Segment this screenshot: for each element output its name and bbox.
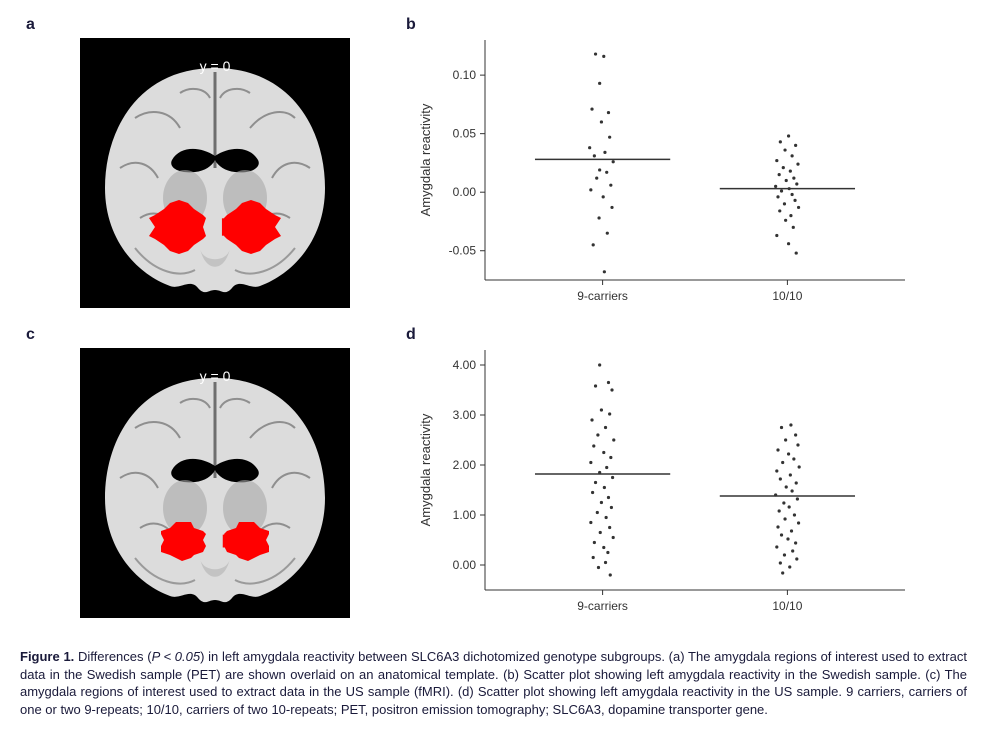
svg-text:Amygdala reactivity: Amygdala reactivity — [418, 103, 433, 216]
slice-label-c: y = 0 — [80, 368, 350, 384]
scatter-svg-b: -0.05 0.00 0.05 0.10 9-carriers 10/10 Amygdala… — [400, 20, 920, 320]
svg-text:2.00: 2.00 — [453, 458, 477, 472]
panel-d: d 0.001.002.003.004.009-carriers10/10Amy… — [400, 330, 920, 630]
brain-image-c: y = 0 — [80, 348, 350, 618]
svg-text:1.00: 1.00 — [453, 508, 477, 522]
svg-text:-0.05: -0.05 — [449, 244, 477, 258]
svg-text:0.05: 0.05 — [453, 127, 477, 141]
slice-label-a: y = 0 — [80, 58, 350, 74]
panel-a-label: a — [26, 16, 35, 34]
scatter-svg-d: 0.00 1.00 2.00 3.00 4.00 9-carriers 10/10 Amygd… — [400, 330, 920, 630]
caption-pval: P < 0.05 — [152, 649, 201, 664]
figure-1: a y = 0 b -0.050.000.050.109-carriers10/… — [20, 20, 967, 718]
svg-text:0.00: 0.00 — [453, 185, 477, 199]
svg-text:Amygdala reactivity: Amygdala reactivity — [418, 413, 433, 526]
panel-c-label: c — [26, 326, 35, 344]
svg-text:4.00: 4.00 — [453, 358, 477, 372]
svg-text:3.00: 3.00 — [453, 408, 477, 422]
row-ab: a y = 0 b -0.050.000.050.109-carriers10/… — [20, 20, 967, 320]
panel-a: a y = 0 — [20, 20, 400, 320]
svg-text:0.00: 0.00 — [453, 558, 477, 572]
caption-body-start: Differences ( — [78, 649, 152, 664]
panel-b: b -0.050.000.050.109-carriers10/10Amygda… — [400, 20, 920, 320]
panel-b-label: b — [406, 16, 416, 34]
svg-text:9-carriers: 9-carriers — [577, 599, 628, 613]
figure-caption: Figure 1. Differences (P < 0.05) in left… — [20, 648, 967, 718]
caption-lead: Figure 1. — [20, 649, 74, 664]
brain-image-a: y = 0 — [80, 38, 350, 308]
panel-c: c y = 0 — [20, 330, 400, 630]
svg-text:10/10: 10/10 — [772, 599, 802, 613]
panel-d-label: d — [406, 326, 416, 344]
svg-text:10/10: 10/10 — [772, 289, 802, 303]
brain-svg-c — [80, 348, 350, 618]
brain-svg-a — [80, 38, 350, 308]
svg-text:0.10: 0.10 — [453, 68, 477, 82]
row-cd: c y = 0 d 0.001.002.003.004.009-carriers… — [20, 330, 967, 630]
svg-text:9-carriers: 9-carriers — [577, 289, 628, 303]
